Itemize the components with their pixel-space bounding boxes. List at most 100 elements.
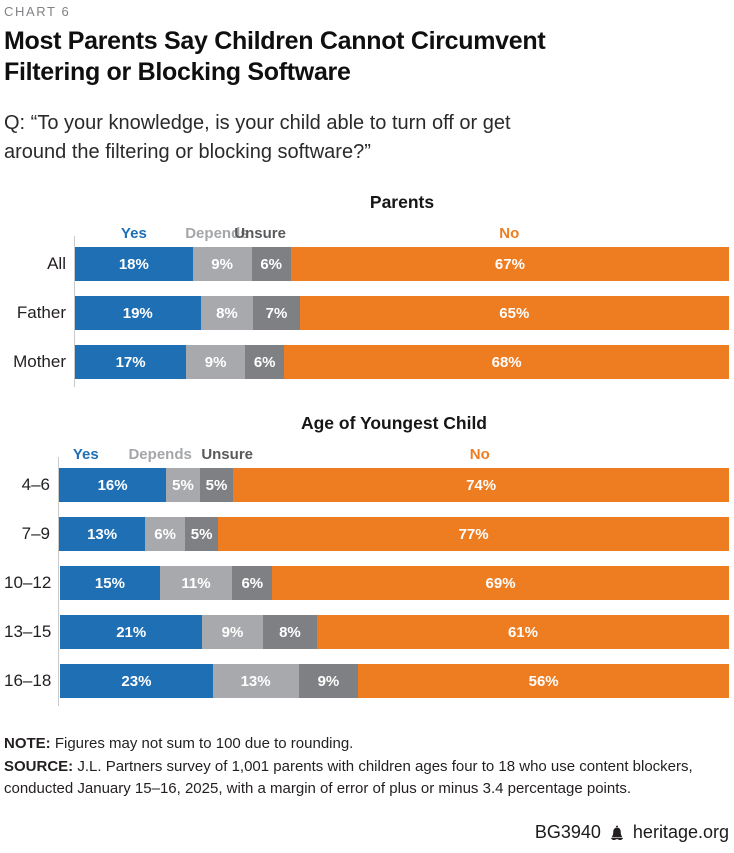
- segment-depends: 9%: [192, 247, 252, 281]
- value-label: 61%: [507, 623, 538, 641]
- stacked-bar: 17% 9% 6% 68%: [75, 345, 729, 379]
- segment-yes: 18%: [75, 247, 193, 281]
- bar-row-Father: Father 19% 8% 7% 65%: [4, 296, 729, 330]
- bar-row-10–12: 10–12 15% 11% 6% 69%: [4, 566, 729, 600]
- segment-unsure: 6%: [232, 566, 273, 600]
- segment-yes: 17%: [75, 345, 187, 379]
- segment-depends: 5%: [166, 468, 200, 502]
- segment-yes: 21%: [60, 615, 203, 649]
- segment-no: 68%: [284, 345, 729, 379]
- category-label: 4–6: [21, 475, 50, 494]
- value-label: 23%: [121, 672, 152, 690]
- value-label: 9%: [204, 353, 227, 371]
- value-label: 16%: [97, 476, 128, 494]
- value-label: 11%: [181, 574, 211, 592]
- source-label: SOURCE:: [4, 758, 74, 775]
- segment-unsure: 5%: [185, 517, 219, 551]
- value-label: 68%: [491, 353, 522, 371]
- value-label: 7%: [265, 304, 288, 322]
- age-of-youngest-child-chart: Age of Youngest Child Yes Depends Unsure No…: [4, 413, 730, 706]
- value-label: 77%: [458, 525, 489, 543]
- segment-no: 77%: [218, 517, 729, 551]
- stacked-bar: 16% 5% 5% 74%: [59, 468, 729, 502]
- legend-label-unsure: Unsure: [234, 225, 286, 242]
- bar-row-13–15: 13–15 21% 9% 8% 61%: [4, 615, 729, 649]
- category-label: All: [47, 254, 66, 273]
- bar-rows: 4–6 16% 5% 5% 74% 7–9 13% 6% 5% 77% 10–12 15% 11% 6% 6…: [4, 468, 730, 698]
- stacked-bar: 15% 11% 6% 69%: [60, 566, 729, 600]
- segment-depends: 9%: [202, 615, 263, 649]
- value-label: 9%: [221, 623, 244, 641]
- note-label: NOTE:: [4, 735, 51, 752]
- axis-line: [74, 236, 75, 387]
- value-label: 67%: [494, 255, 525, 273]
- chart-heading: Age of Youngest Child: [300, 413, 487, 433]
- stacked-bar: 21% 9% 8% 61%: [60, 615, 729, 649]
- chart-number-kicker: CHART 6: [4, 4, 71, 19]
- value-label: 9%: [317, 672, 340, 690]
- value-label: 5%: [172, 476, 194, 494]
- survey-question: Q: “To your knowledge, is your child abl…: [4, 112, 511, 163]
- chart-legend: Yes Depends Unsure No: [75, 225, 729, 244]
- stacked-bar: 23% 13% 9% 56%: [60, 664, 730, 698]
- segment-no: 56%: [358, 664, 730, 698]
- legend-label-yes: Yes: [120, 225, 147, 242]
- site-link[interactable]: heritage.org: [632, 822, 729, 842]
- segment-depends: 9%: [186, 345, 246, 379]
- segment-unsure: 6%: [245, 345, 285, 379]
- stacked-bar: 13% 6% 5% 77%: [59, 517, 729, 551]
- category-label: 13–15: [4, 622, 52, 641]
- stacked-bar: 19% 8% 7% 65%: [75, 296, 729, 330]
- value-label: 5%: [205, 476, 228, 494]
- segment-yes: 19%: [75, 296, 201, 330]
- source-text: SOURCE: J.L. Partners survey of 1,001 pa…: [4, 758, 693, 797]
- legend-label-depends: Depends: [185, 225, 249, 242]
- value-label: 56%: [528, 672, 559, 690]
- value-label: 8%: [216, 304, 238, 322]
- segment-unsure: 7%: [253, 296, 300, 330]
- value-label: 6%: [253, 353, 276, 371]
- legend-label-yes: Yes: [72, 446, 99, 463]
- value-label: 69%: [485, 574, 516, 592]
- bar-row-16–18: 16–18 23% 13% 9% 56%: [4, 664, 730, 698]
- category-label: 16–18: [4, 671, 52, 690]
- category-label: 7–9: [21, 524, 50, 543]
- category-label: Father: [16, 303, 66, 322]
- note-text: NOTE: Figures may not sum to 100 due to …: [4, 735, 354, 752]
- value-label: 74%: [466, 476, 497, 494]
- segment-no: 67%: [290, 247, 729, 281]
- segment-unsure: 9%: [298, 664, 359, 698]
- heritage-bell-icon: [608, 824, 626, 842]
- category-label: Mother: [13, 352, 66, 371]
- value-label: 6%: [260, 255, 283, 273]
- value-label: 17%: [115, 353, 146, 371]
- value-label: 21%: [116, 623, 147, 641]
- legend-label-unsure: Unsure: [201, 446, 253, 463]
- footer-brandline: BG3940 heritage.org: [4, 822, 729, 843]
- segment-unsure: 8%: [262, 615, 317, 649]
- legend-label-depends: Depends: [128, 446, 192, 463]
- legend-label-no: No: [499, 225, 520, 242]
- value-label: 13%: [87, 525, 118, 543]
- segment-unsure: 6%: [251, 247, 291, 281]
- segment-yes: 16%: [59, 468, 167, 502]
- segment-no: 65%: [299, 296, 729, 330]
- segment-yes: 23%: [60, 664, 213, 698]
- bar-row-4–6: 4–6 16% 5% 5% 74%: [4, 468, 729, 502]
- segment-depends: 13%: [212, 664, 299, 698]
- segment-depends: 11%: [159, 566, 233, 600]
- segment-depends: 8%: [200, 296, 254, 330]
- bar-rows: All 18% 9% 6% 67% Father 19% 8% 7% 65% Mother 17% 9%…: [4, 247, 729, 379]
- value-label: 8%: [279, 623, 301, 641]
- value-label: 15%: [94, 574, 125, 592]
- value-label: 5%: [190, 525, 213, 543]
- category-label: 10–12: [4, 573, 52, 592]
- value-label: 6%: [241, 574, 264, 592]
- value-label: 6%: [154, 525, 176, 543]
- value-label: 65%: [499, 304, 530, 322]
- segment-no: 74%: [233, 468, 729, 502]
- segment-yes: 15%: [60, 566, 160, 600]
- value-label: 18%: [118, 255, 149, 273]
- axis-line: [58, 457, 59, 706]
